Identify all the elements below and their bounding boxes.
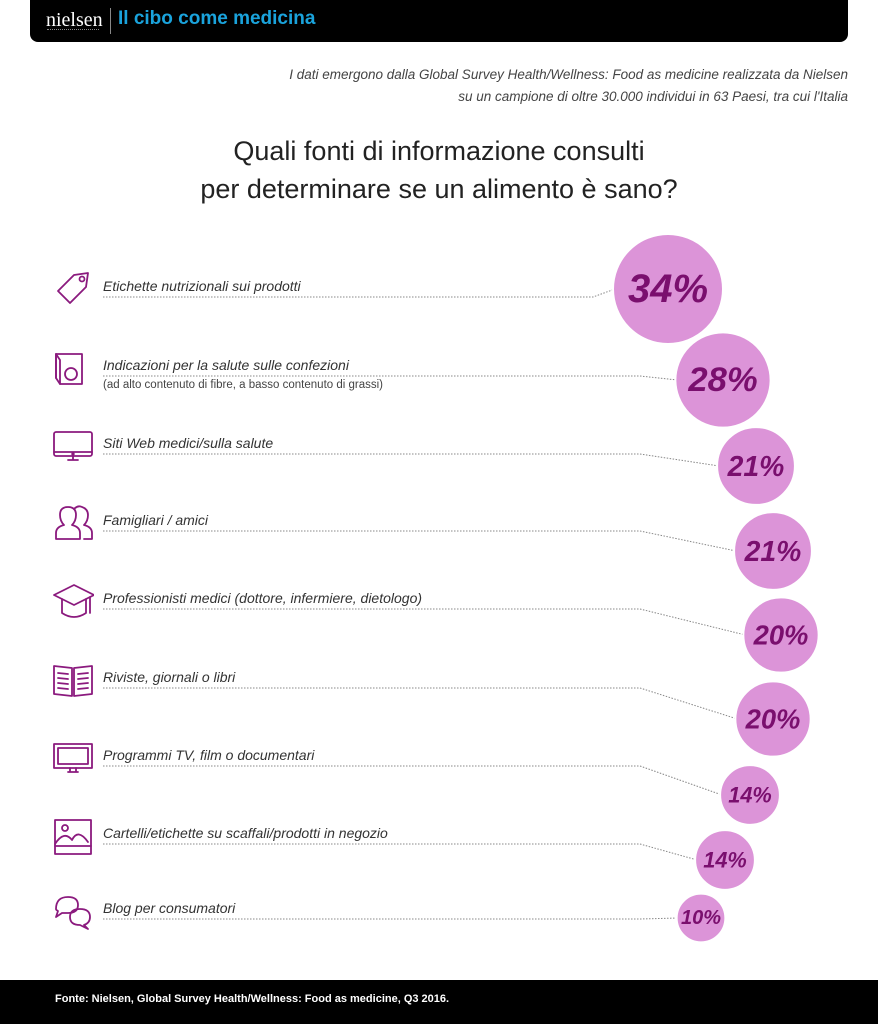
leader-line	[103, 288, 616, 298]
value-label: 28%	[687, 361, 757, 399]
chart-title: Quali fonti di informazione consulti per…	[0, 132, 878, 208]
category-label: Indicazioni per la salute sulle confezio…	[103, 357, 349, 373]
category-sublabel: (ad alto contenuto di fibre, a basso con…	[103, 379, 384, 391]
leader-line	[103, 375, 678, 381]
chat-bubbles-icon	[52, 891, 94, 931]
header-title: Il cibo come medicina	[118, 8, 316, 29]
intro-text: I dati emergono dalla Global Survey Heal…	[248, 64, 848, 108]
category-label: Cartelli/etichette su scaffali/prodotti …	[103, 825, 388, 841]
book-icon	[52, 660, 94, 700]
value-bubble	[719, 764, 781, 826]
intro-line-1: I dati emergono dalla Global Survey Heal…	[289, 67, 848, 82]
value-bubble	[612, 233, 724, 345]
leader-line	[103, 608, 746, 636]
category-label: Riviste, giornali o libri	[103, 669, 236, 685]
category-label: Blog per consumatori	[103, 900, 236, 916]
chart-title-line-1: Quali fonti di informazione consulti	[233, 136, 645, 166]
picture-icon	[52, 816, 94, 856]
leader-line	[103, 687, 738, 720]
leader-line	[103, 843, 698, 861]
value-bubble	[742, 596, 820, 674]
graduation-cap-icon	[52, 581, 95, 621]
value-label: 34%	[628, 267, 708, 311]
people-icon	[52, 503, 94, 543]
category-label: Etichette nutrizionali sui prodotti	[103, 278, 301, 294]
value-bubble	[716, 426, 796, 506]
value-label: 21%	[727, 450, 785, 482]
footer-bar: Fonte: Nielsen, Global Survey Health/Wel…	[0, 980, 878, 1024]
monitor-icon	[52, 426, 94, 466]
value-label: 14%	[728, 783, 772, 808]
value-label: 14%	[703, 848, 747, 873]
tv-icon	[52, 738, 94, 778]
chart-title-line-2: per determinare se un alimento è sano?	[200, 174, 678, 204]
value-label: 20%	[753, 620, 809, 651]
header-bar: nielsen Il cibo come medicina	[30, 0, 848, 42]
value-bubble	[734, 680, 812, 758]
value-bubble	[694, 829, 756, 891]
source-note: Fonte: Nielsen, Global Survey Health/Wel…	[55, 993, 450, 1005]
value-bubble	[675, 892, 727, 944]
value-bubble	[733, 511, 813, 591]
header-divider	[110, 8, 111, 34]
leader-line	[103, 765, 723, 796]
logo-dots	[47, 29, 99, 32]
intro-line-2: su un campione di oltre 30.000 individui…	[458, 89, 848, 104]
leader-line	[103, 530, 737, 552]
tag-icon	[52, 269, 94, 309]
value-label: 10%	[681, 907, 721, 929]
leader-line	[103, 917, 679, 920]
nielsen-logo: nielsen	[46, 9, 103, 31]
leader-line	[103, 453, 720, 467]
package-icon	[52, 348, 94, 388]
value-label: 21%	[744, 535, 802, 567]
value-label: 20%	[745, 704, 801, 735]
value-bubble	[674, 331, 772, 429]
category-label: Famigliari / amici	[103, 512, 209, 528]
category-label: Professionisti medici (dottore, infermie…	[103, 590, 423, 606]
category-label: Siti Web medici/sulla salute	[103, 435, 274, 451]
category-label: Programmi TV, film o documentari	[103, 747, 315, 763]
